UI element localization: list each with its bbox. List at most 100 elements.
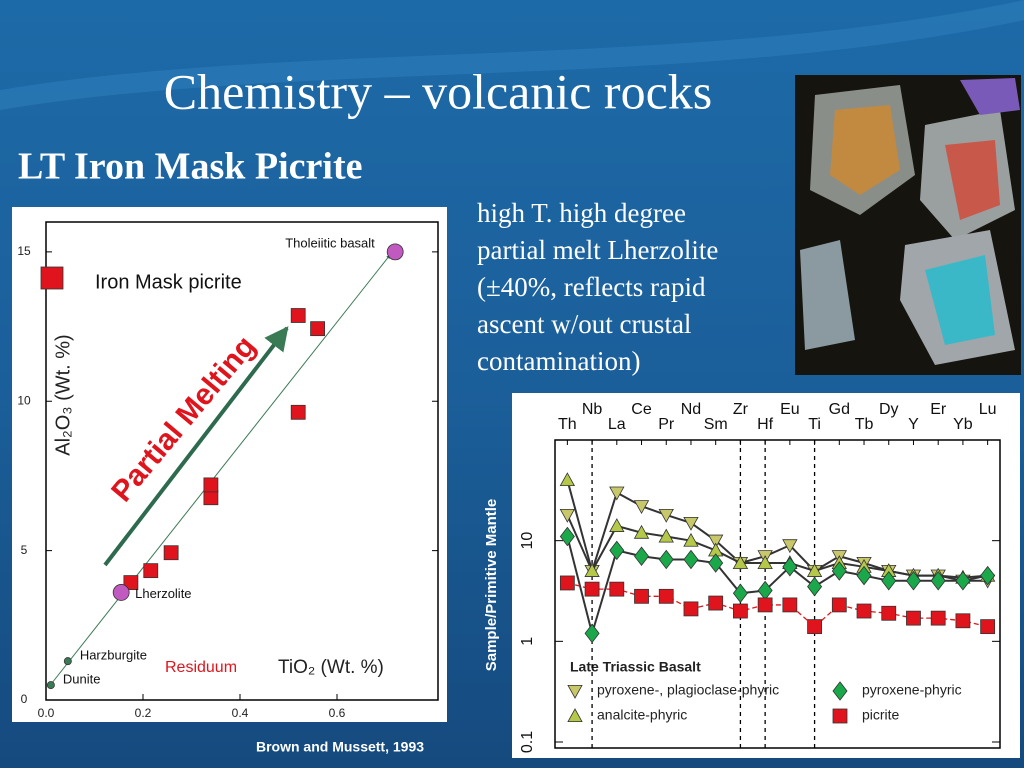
point: [634, 588, 649, 604]
point: [46, 681, 55, 690]
x-axis-label: TiO₂ (Wt. %): [278, 657, 384, 678]
point: [980, 619, 996, 635]
x-tick-label: Gd: [829, 401, 850, 418]
point: [930, 610, 946, 626]
point: [881, 570, 897, 591]
y-tick-label: 1: [519, 637, 536, 646]
slide-subtitle: LT Iron Mask Picrite: [18, 146, 363, 188]
point: [290, 308, 306, 323]
point: [584, 623, 600, 644]
x-tick-label: Ce: [631, 401, 652, 418]
point: [143, 563, 159, 579]
chart-1-frame: [45, 221, 439, 701]
x-tick-label: Yb: [953, 416, 973, 433]
x-tick-label: Sm: [704, 416, 728, 433]
description-line: ascent w/out crustal: [477, 309, 691, 339]
chart-1: Partial Melting Residuum TiO₂ (Wt. %) Al…: [12, 207, 447, 722]
point: [203, 477, 219, 493]
point: [732, 555, 749, 569]
point: [658, 549, 674, 570]
description: high T. high degree partial melt Lherzoli…: [477, 198, 718, 376]
legend-label: pyroxene-phyric: [862, 682, 962, 698]
legend-label: analcite-phyric: [597, 707, 687, 723]
x-tick-label: Pr: [658, 416, 675, 433]
series-line: [567, 582, 988, 628]
point: [782, 539, 798, 554]
point: [683, 601, 699, 617]
y-tick-label: 0.1: [519, 731, 536, 753]
point: [708, 553, 724, 573]
residuum-label: Residuum: [165, 659, 237, 676]
point: [807, 619, 822, 635]
point: [633, 500, 650, 515]
point: [559, 575, 575, 591]
x-tick-label: 0.2: [135, 706, 152, 720]
legend-swatch: [567, 685, 583, 699]
point: [584, 581, 600, 597]
point: [856, 565, 872, 586]
melting-arrow: [103, 326, 289, 567]
point: [732, 583, 748, 604]
legend-label: pyroxene-, plagioclase-phyric: [597, 682, 779, 698]
point-label: Dunite: [63, 672, 101, 687]
point: [559, 508, 576, 523]
point: [708, 595, 724, 611]
trend-line: [47, 254, 391, 689]
chart-2-frame: [554, 439, 1001, 749]
point: [831, 597, 847, 613]
x-tick-label: Hf: [757, 416, 774, 433]
description-line: (±40%, reflects rapid: [477, 272, 706, 302]
point: [63, 657, 72, 666]
point: [757, 597, 773, 613]
x-tick-label: Y: [908, 416, 919, 433]
x-tick-label: Eu: [780, 401, 800, 418]
description-line: high T. high degree: [477, 198, 686, 228]
point: [683, 549, 699, 570]
point: [658, 508, 674, 523]
point: [609, 540, 625, 561]
x-tick-label: Lu: [979, 401, 997, 418]
point: [782, 597, 798, 613]
y-axis-label: Sample/Primitive Mantle: [483, 499, 500, 672]
point: [905, 570, 921, 591]
point: [856, 603, 872, 619]
x-tick-label: 0.4: [232, 706, 249, 720]
y-tick-label: 10: [17, 393, 31, 407]
point: [112, 584, 130, 601]
x-tick-label: Tb: [855, 416, 874, 433]
point: [203, 490, 219, 506]
point: [807, 576, 823, 597]
legend-title: Late Triassic Basalt: [570, 659, 701, 675]
point: [683, 532, 699, 547]
x-tick-label: 0.6: [329, 706, 346, 720]
point: [290, 404, 306, 420]
point-label: Tholeiitic basalt: [285, 235, 375, 250]
legend-swatch: [832, 708, 848, 724]
x-tick-label: Th: [558, 416, 577, 433]
point: [782, 557, 798, 577]
legend-swatch: [40, 266, 64, 290]
point: [634, 546, 650, 567]
legend-label: picrite: [862, 707, 900, 723]
point: [955, 613, 971, 629]
legend-swatch: [832, 681, 848, 701]
point: [980, 565, 996, 586]
point: [930, 570, 946, 591]
x-tick-label: 0.0: [38, 706, 55, 720]
point: [683, 516, 699, 531]
x-tick-label: Nb: [582, 401, 603, 418]
legend-label: Iron Mask picrite: [95, 271, 242, 293]
point: [559, 526, 575, 547]
thin-section-photo: [795, 75, 1021, 375]
x-tick-label: Zr: [733, 401, 749, 418]
point: [609, 581, 625, 597]
x-tick-label: Ti: [808, 416, 821, 433]
description-line: contamination): [477, 346, 640, 376]
description-line: partial melt Lherzolite: [477, 235, 718, 265]
point-label: Lherzolite: [135, 586, 191, 601]
slide-title: Chemistry – volcanic rocks: [164, 63, 713, 119]
y-tick-label: 10: [519, 532, 536, 550]
y-tick-label: 0: [21, 692, 28, 706]
point: [633, 524, 650, 539]
point: [584, 563, 600, 577]
